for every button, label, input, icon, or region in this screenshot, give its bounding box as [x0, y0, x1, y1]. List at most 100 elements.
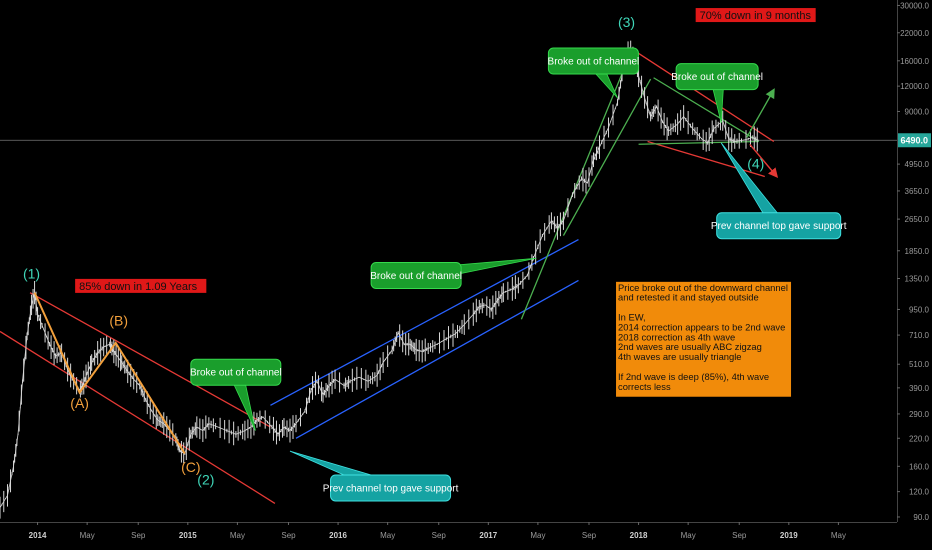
callout-bubble: Broke out of channel: [671, 63, 763, 124]
time-tick-label: May: [831, 531, 846, 540]
callout-box: [716, 212, 842, 240]
red-channel-bottom-2018: [647, 140, 765, 178]
wave-label: (C): [181, 459, 200, 475]
time-tick-label: May: [230, 531, 245, 540]
abc-zigzag-path: [33, 292, 186, 455]
time-tick-label: 2017: [479, 531, 497, 540]
callout-text: Broke out of channel: [671, 72, 763, 83]
analysis-note-line: In EW,: [618, 312, 646, 323]
time-tick-label: Sep: [131, 531, 146, 540]
time-tick-label: 2015: [179, 531, 197, 540]
wave-label: (1): [23, 266, 40, 282]
time-tick-label: Sep: [432, 531, 447, 540]
analysis-note-bg: [616, 281, 792, 397]
time-tick-label: May: [80, 531, 95, 540]
analysis-note-line: and retested it and stayed outside: [618, 292, 759, 303]
price-tick-label: 90.0: [913, 513, 929, 522]
green-channel-left: [520, 47, 634, 320]
wave-label: (3): [618, 14, 635, 30]
trend-lines: [0, 47, 775, 504]
time-tick-label: May: [681, 531, 696, 540]
price-tick-label: 390.0: [909, 384, 930, 393]
current-price-tag-bg: [898, 133, 931, 148]
analysis-note-line: If 2nd wave is deep (85%), 4th wave: [618, 371, 769, 382]
callout-text: Prev channel top gave support: [711, 221, 847, 232]
price-tick-label: 1850.0: [905, 247, 930, 256]
down-scenario-arrow: [749, 143, 779, 179]
time-tick-label: Sep: [732, 531, 747, 540]
price-axis-ticks: 90.0 120.0 160.0 220.0 290.0 390.0 510.0 710.0 9…: [897, 1, 930, 522]
price-tick-label: 22000.0: [900, 29, 929, 38]
callout-text: Broke out of channel: [548, 57, 640, 68]
wave-label: (2): [197, 472, 214, 488]
time-tick-label: May: [530, 531, 545, 540]
up-scenario-arrow: [746, 88, 775, 138]
price-tick-label: 9000.0: [905, 107, 930, 116]
blue-channel-bottom: [295, 279, 579, 439]
price-tick-label: 510.0: [909, 360, 930, 369]
wave-label: (4): [747, 156, 764, 172]
price-tick-label: 290.0: [909, 410, 930, 419]
callout-text: Broke out of channel: [370, 271, 462, 282]
percent-down-label: 70% down in 9 months: [695, 8, 816, 23]
time-tick-label: 2018: [630, 531, 648, 540]
wave-label: (B): [109, 313, 128, 329]
green-triangle-top: [653, 77, 760, 143]
percent-down-label-bg: [695, 8, 816, 23]
blue-channel-top: [270, 239, 579, 406]
time-tick-label: Sep: [281, 531, 296, 540]
callout-bubble: Broke out of channel: [370, 257, 537, 289]
price-tick-label: 220.0: [909, 434, 930, 443]
percent-down-label-text: 70% down in 9 months: [700, 10, 812, 22]
analysis-note-line: 4th waves are usually triangle: [618, 351, 742, 362]
price-tick-label: 710.0: [909, 331, 930, 340]
callout-box: [547, 47, 639, 75]
analysis-note: Price broke out of the downward channela…: [616, 281, 792, 397]
callout-text: Broke out of channel: [190, 368, 282, 379]
percent-down-label-bg: [75, 278, 207, 293]
percent-down-label: 85% down in 1.09 Years: [75, 278, 207, 293]
analysis-note-line: Price broke out of the downward channel: [618, 282, 788, 293]
analysis-note-line: 2014 correction appears to be 2nd wave: [618, 321, 785, 332]
price-tick-label: 160.0: [909, 462, 930, 471]
price-axis-panel: [897, 0, 932, 550]
current-price-tag: 6490.0: [898, 133, 931, 148]
price-tick-label: 2650.0: [905, 215, 930, 224]
wave-label: (A): [70, 395, 89, 411]
time-tick-label: 2016: [329, 531, 347, 540]
time-axis-ticks: 2014 May Sep 2015 May Sep 2016 May Sep 2017 May Sep…: [29, 522, 846, 540]
price-tick-label: 1350.0: [905, 275, 930, 284]
price-series: [0, 40, 759, 519]
current-price-tag-text: 6490.0: [900, 135, 928, 145]
callout-bubble: Prev channel top gave support: [711, 142, 847, 240]
red-channel-top-2014: [29, 292, 271, 428]
callout-bubble: Broke out of channel: [190, 358, 282, 431]
time-tick-label: Sep: [582, 531, 597, 540]
price-tick-label: 16000.0: [900, 57, 929, 66]
green-triangle-bottom: [638, 140, 759, 145]
red-channel-bottom-2014: [0, 330, 276, 504]
green-channel-right: [562, 78, 652, 236]
time-tick-label: 2019: [780, 531, 798, 540]
analysis-note-line: corrects less: [618, 381, 671, 392]
price-tick-label: 120.0: [909, 488, 930, 497]
percent-down-label-text: 85% down in 1.09 Years: [79, 281, 198, 293]
callout-bubble: Prev channel top gave support: [289, 450, 459, 502]
price-tick-label: 3650.0: [905, 187, 930, 196]
callout-box: [190, 358, 282, 386]
callout-box: [370, 261, 462, 289]
callout-bubble: Broke out of channel: [547, 47, 640, 99]
red-channel-top-2018: [632, 48, 775, 143]
callout-box: [675, 63, 759, 91]
analysis-note-line: 2nd waves are usually ABC zigzag: [618, 341, 762, 352]
callout-text: Prev channel top gave support: [323, 483, 459, 494]
time-tick-label: May: [380, 531, 395, 540]
price-tick-label: 4950.0: [905, 160, 930, 169]
callout-box: [330, 474, 452, 502]
price-tick-label: 12000.0: [900, 82, 929, 91]
price-tick-label: 30000.0: [900, 1, 929, 10]
time-tick-label: 2014: [29, 531, 47, 540]
analysis-note-line: 2018 correction as 4th wave: [618, 331, 735, 342]
